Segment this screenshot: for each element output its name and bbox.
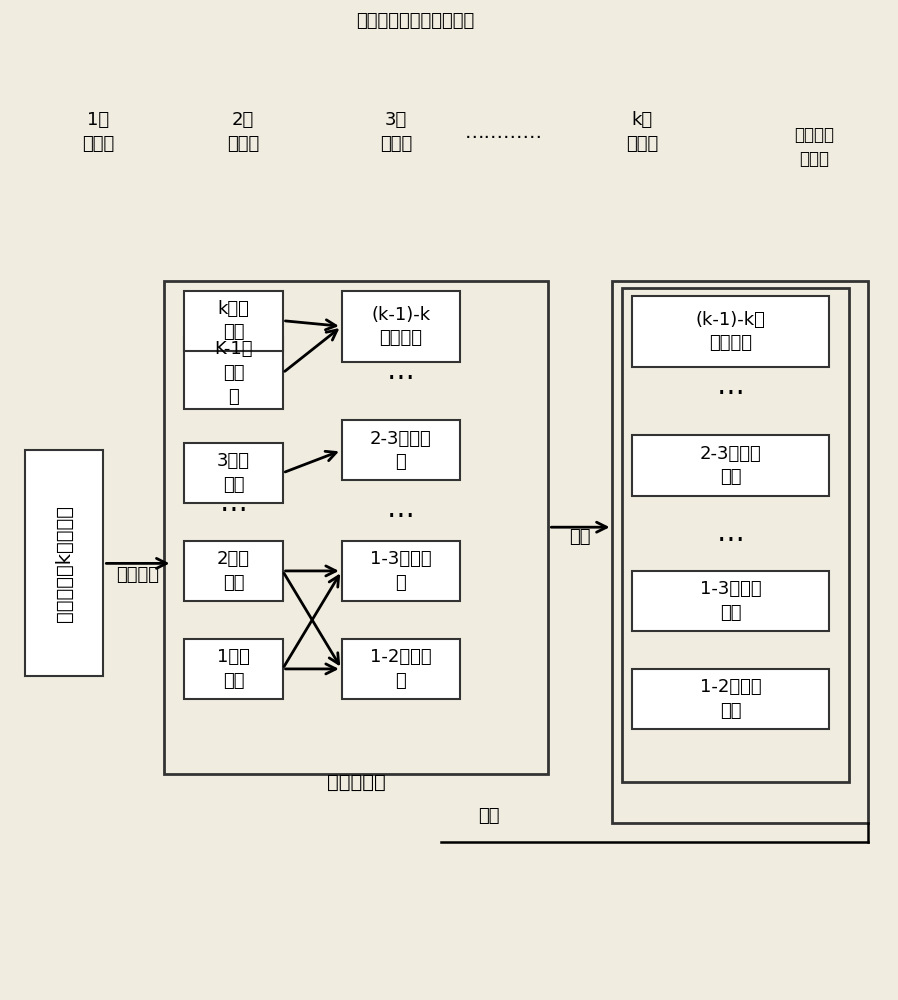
Text: 两类分类器: 两类分类器 bbox=[327, 772, 386, 791]
Bar bbox=[632, 571, 829, 631]
Text: 2-3类分类
器: 2-3类分类 器 bbox=[370, 430, 432, 471]
Bar bbox=[622, 288, 849, 782]
Text: 2类样
本集: 2类样 本集 bbox=[217, 550, 250, 592]
Text: (k-1)-k类
训练结果: (k-1)-k类 训练结果 bbox=[696, 311, 765, 352]
Text: 1-3类训练
结果: 1-3类训练 结果 bbox=[700, 580, 762, 622]
Text: …: … bbox=[387, 495, 415, 523]
Text: K-1类
样本
集: K-1类 样本 集 bbox=[214, 340, 252, 406]
Bar bbox=[164, 281, 549, 774]
Bar bbox=[24, 92, 857, 209]
Text: 1类样
本集: 1类样 本集 bbox=[217, 648, 250, 690]
Bar bbox=[632, 296, 829, 367]
Bar bbox=[632, 669, 829, 729]
Bar bbox=[588, 102, 696, 162]
Text: k类样
本集: k类样 本集 bbox=[217, 300, 250, 341]
Bar bbox=[184, 541, 283, 601]
Bar bbox=[24, 450, 103, 676]
Bar bbox=[184, 443, 283, 503]
Bar bbox=[341, 291, 460, 362]
Text: …: … bbox=[219, 489, 247, 517]
Text: …: … bbox=[717, 372, 744, 400]
Bar bbox=[184, 291, 283, 351]
Text: 测试样本最终的分类结果: 测试样本最终的分类结果 bbox=[357, 12, 475, 30]
Bar bbox=[341, 541, 460, 601]
Text: k类
得票数: k类 得票数 bbox=[626, 111, 658, 153]
Text: 3类
得票数: 3类 得票数 bbox=[380, 111, 412, 153]
Text: …: … bbox=[717, 519, 744, 547]
Bar bbox=[184, 639, 283, 699]
Text: 1-2类分类
器: 1-2类分类 器 bbox=[370, 648, 432, 690]
Text: 3类样
本集: 3类样 本集 bbox=[217, 452, 250, 494]
Text: …………: ………… bbox=[465, 123, 543, 142]
Text: 集成: 集成 bbox=[479, 807, 500, 825]
Text: 1-2类训练
结果: 1-2类训练 结果 bbox=[700, 678, 762, 720]
Bar bbox=[632, 435, 829, 496]
Text: …: … bbox=[387, 357, 415, 385]
Bar bbox=[189, 102, 297, 162]
Bar bbox=[341, 102, 450, 162]
Bar bbox=[44, 102, 153, 162]
Text: 分解组合: 分解组合 bbox=[117, 566, 159, 584]
Text: 1-3类分类
器: 1-3类分类 器 bbox=[370, 550, 432, 592]
Bar bbox=[248, 0, 583, 51]
Text: 类别总数为k的训练集: 类别总数为k的训练集 bbox=[55, 505, 74, 622]
Text: (k-1)-k
类分类器: (k-1)-k 类分类器 bbox=[371, 306, 430, 347]
Bar bbox=[612, 281, 868, 823]
Bar bbox=[184, 337, 283, 409]
Text: 处理: 处理 bbox=[569, 528, 591, 546]
Bar bbox=[341, 639, 460, 699]
Text: 1类
得票数: 1类 得票数 bbox=[83, 111, 115, 153]
Text: 测试样本
得票数: 测试样本 得票数 bbox=[794, 126, 834, 168]
Text: 2类
得票数: 2类 得票数 bbox=[227, 111, 260, 153]
Bar bbox=[341, 420, 460, 480]
Text: 2-3类训练
结果: 2-3类训练 结果 bbox=[700, 445, 762, 486]
